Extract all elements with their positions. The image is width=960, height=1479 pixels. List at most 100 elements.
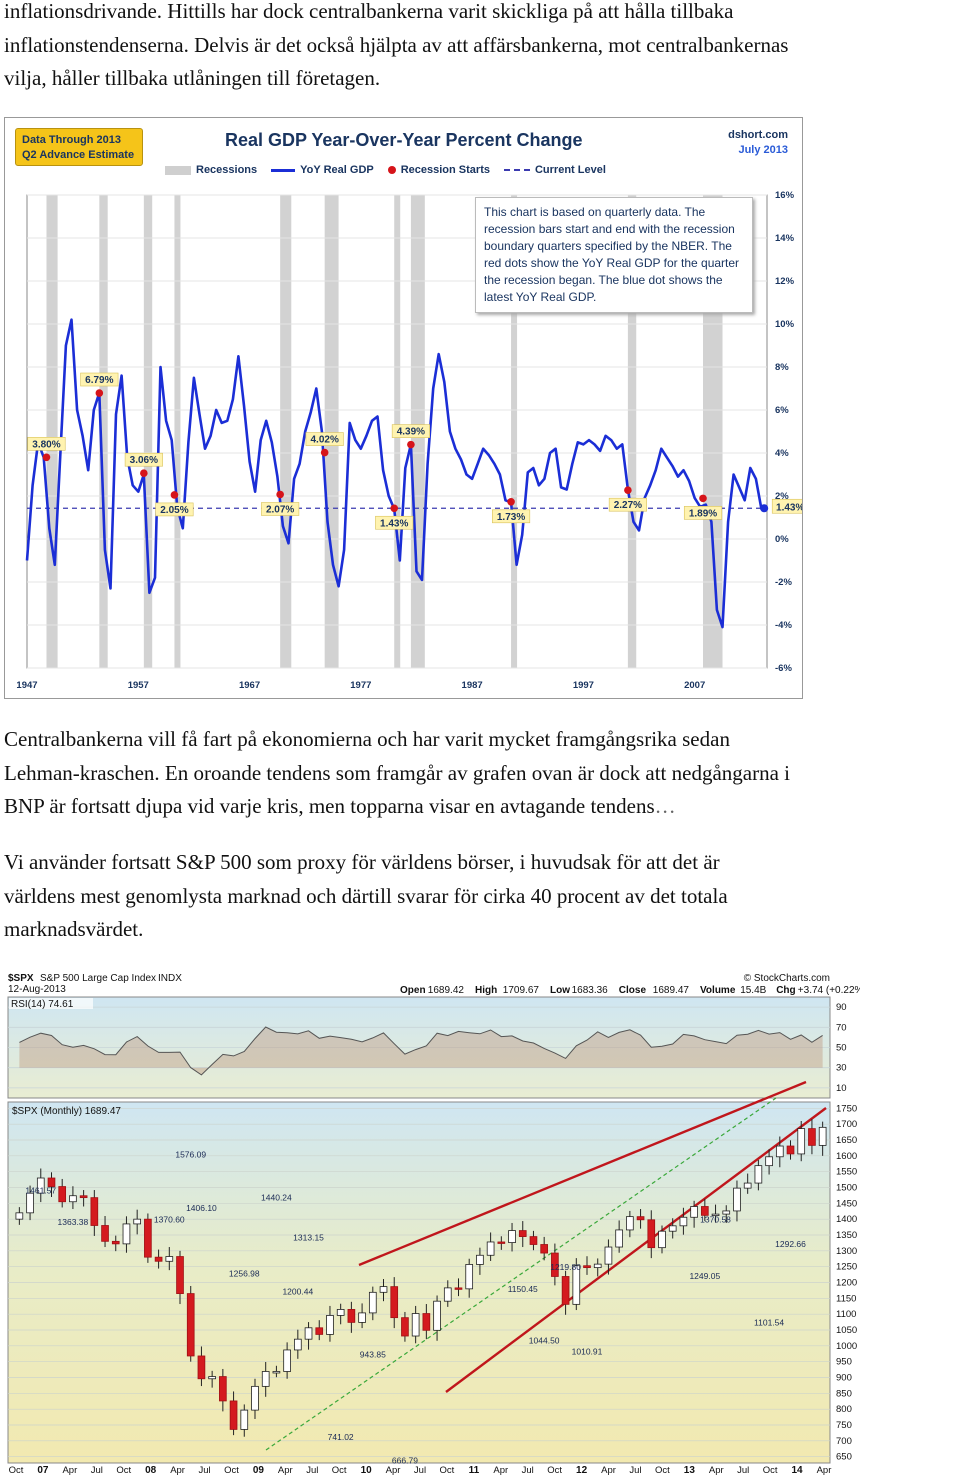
quote-label: Close (619, 985, 647, 996)
recession-start-dot (140, 469, 148, 478)
paragraph-ellipsis: … (654, 794, 676, 818)
price-tick-label: 1300 (836, 1246, 857, 1257)
gdp-y-tick-label: 14% (775, 233, 795, 244)
price-point-label: 1200.44 (282, 1286, 313, 1296)
price-point-label: 1313.15 (293, 1233, 324, 1243)
x-axis-label: Apr (278, 1465, 293, 1476)
price-tick-label: 900 (836, 1373, 852, 1384)
candle-body (26, 1192, 34, 1214)
callout-box (608, 497, 647, 512)
candle-body (647, 1219, 656, 1249)
gdp-tag-line: Q2 Advance Estimate (22, 149, 135, 161)
gdp-x-tick-label: 1947 (16, 680, 37, 691)
price-tick-label: 750 (836, 1420, 852, 1431)
candle-body (390, 1286, 399, 1319)
price-tick-label: 1150 (836, 1293, 856, 1304)
gdp-x-tick-label: 1967 (239, 680, 260, 691)
candle-body (154, 1256, 163, 1262)
legend-item-current-level: Current Level (503, 164, 606, 176)
quote-value: 1689.47 (653, 985, 690, 996)
recession-start-dot (320, 448, 329, 457)
x-axis-label: Oct (655, 1465, 670, 1476)
price-point-label: 1010.91 (572, 1346, 603, 1356)
candle-body (636, 1216, 645, 1221)
price-point-label: 1440.24 (261, 1192, 292, 1202)
x-axis-label: Oct (116, 1465, 131, 1476)
candle-body (186, 1293, 195, 1357)
x-axis-label: Apr (709, 1465, 724, 1476)
current-level-dot (760, 504, 769, 513)
price-tick-label: 1450 (836, 1198, 857, 1209)
x-axis-label: 10 (361, 1465, 373, 1476)
candle-body (775, 1145, 784, 1158)
candle-body (47, 1177, 56, 1187)
legend-swatch (165, 165, 191, 175)
gdp-note-box: This chart is based on quarterly data. T… (475, 197, 753, 313)
recession-start-label: 2.05% (160, 505, 188, 516)
x-axis-label: Jul (522, 1465, 534, 1476)
price-point-label: 1256.98 (229, 1268, 260, 1278)
candle-body (69, 1195, 77, 1203)
x-axis-label: Apr (601, 1465, 616, 1476)
candle-body (668, 1225, 677, 1232)
candle-body (336, 1309, 345, 1316)
x-axis-label: Jul (306, 1465, 318, 1476)
recession-bar (99, 195, 108, 668)
x-axis-label: Oct (332, 1465, 347, 1476)
recession-start-label: 1.89% (689, 508, 717, 519)
recession-start-label: 3.80% (32, 439, 60, 450)
gdp-x-tick-label: 2007 (684, 680, 705, 691)
quote-value: 15.4B (740, 985, 766, 996)
candle-body (518, 1230, 527, 1237)
paragraph-line: världens mest genomlysta marknad och där… (4, 883, 728, 908)
price-point-label: 1219.80 (550, 1262, 581, 1272)
candle-body (465, 1264, 474, 1290)
x-axis-label: Jul (629, 1465, 641, 1476)
price-tick-label: 1350 (836, 1230, 857, 1241)
recession-bar (324, 195, 339, 668)
price-point-label: 741.02 (328, 1432, 354, 1442)
callout-box (305, 432, 344, 446)
candle-body (818, 1126, 827, 1146)
candle-body (765, 1156, 773, 1167)
price-tick-label: 1700 (836, 1119, 857, 1130)
recession-start-label: 3.06% (130, 455, 158, 466)
gdp-y-tick-label: 10% (775, 319, 795, 330)
price-tick-label: 1550 (836, 1167, 857, 1178)
recession-start-dot (699, 494, 707, 503)
quote-label: Chg (776, 985, 795, 996)
quote-label: Low (550, 985, 570, 996)
quote-label: Volume (700, 985, 736, 996)
candle-body (58, 1186, 67, 1203)
price-point-label: 1370.58 (700, 1214, 731, 1224)
legend-label: Current Level (534, 164, 606, 176)
x-axis-label: 11 (469, 1465, 480, 1476)
candle-body (176, 1256, 184, 1294)
gdp-chart-title: Real GDP Year-Over-Year Percent Change (225, 130, 583, 150)
rsi-label: RSI(14) 74.61 (11, 999, 74, 1010)
gdp-y-tick-label: 12% (775, 276, 795, 287)
candle-body (111, 1240, 120, 1245)
recession-bar (627, 195, 637, 668)
candle-body (743, 1182, 752, 1189)
callout-box (391, 424, 430, 438)
paragraph-line: Lehman-kraschen. En oroande tendens som … (4, 760, 791, 785)
x-axis-label: 14 (792, 1465, 804, 1476)
recession-bar (174, 195, 181, 668)
candle-body (486, 1241, 495, 1256)
rsi-tick-label: 70 (836, 1022, 847, 1033)
price-tick-label: 800 (836, 1404, 852, 1415)
price-point-label: 1576.09 (175, 1149, 206, 1159)
x-axis-label: 08 (145, 1465, 157, 1476)
callout-box (771, 498, 802, 514)
candle-body (315, 1327, 324, 1335)
recession-start-dot (407, 440, 415, 449)
recession-bar (46, 195, 58, 668)
gdp-y-tick-label: -6% (775, 663, 792, 674)
candle-body (711, 1213, 720, 1217)
candle-body (229, 1400, 238, 1430)
candle-body (133, 1218, 141, 1225)
candle-body (144, 1218, 152, 1258)
legend-label: Recessions (196, 164, 258, 176)
current-level-label: 1.43% (776, 502, 802, 513)
